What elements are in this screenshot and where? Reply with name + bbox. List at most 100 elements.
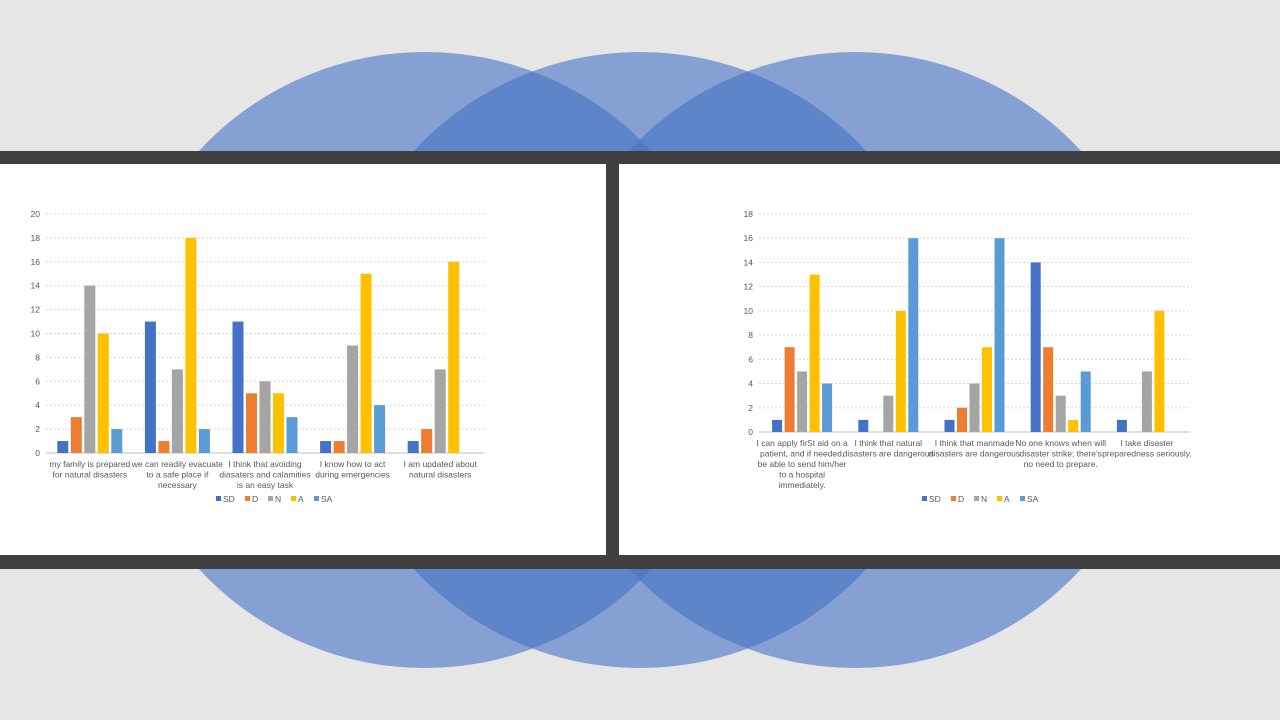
y-tick-label: 14 — [744, 257, 754, 267]
legend-swatch-d — [245, 496, 250, 501]
y-tick-label: 4 — [748, 379, 753, 389]
bar-chart-right: 0 2 4 6 8 10 12 14 16 18 I can apply firSt aid on … — [744, 209, 1192, 504]
y-tick-label: 18 — [744, 209, 754, 219]
legend-swatch-sd — [922, 496, 927, 501]
category-label-line: preparedness seriously. — [1102, 449, 1192, 459]
category-label-line: disasters are dangerous — [843, 449, 934, 459]
legend-label-d: D — [252, 494, 258, 504]
legend-swatch-sd — [216, 496, 221, 501]
legend-label-sa: SA — [1027, 494, 1039, 504]
bar-d-3 — [957, 407, 967, 432]
category-label-line: diasaters and calamities — [219, 470, 310, 480]
category-label-line: I think that natural — [855, 438, 923, 448]
category-label-line: necessary — [158, 480, 197, 490]
y-tick-label: 14 — [31, 281, 41, 291]
bar-sd-4 — [1030, 262, 1041, 432]
legend-label-n: N — [981, 494, 987, 504]
y-tick-label: 0 — [35, 448, 40, 458]
bar-sd-5 — [407, 441, 419, 453]
bar-n-5 — [434, 369, 446, 453]
bar-sa-3 — [286, 417, 298, 453]
category-label-line: be able to send him/her — [758, 459, 847, 469]
category-label: No one knows when will disaster strike; t… — [1015, 438, 1106, 469]
legend-label-sa: SA — [321, 494, 333, 504]
bar-a-3 — [273, 393, 284, 453]
category-label-line: to a hospital — [779, 470, 825, 480]
bar-n-5 — [1141, 371, 1152, 432]
legend-swatch-n — [268, 496, 273, 501]
legend-swatch-n — [974, 496, 979, 501]
bar-n-1 — [797, 371, 808, 432]
bar-n-3 — [969, 383, 980, 432]
legend-label-d: D — [958, 494, 964, 504]
bar-n-1 — [84, 285, 96, 453]
y-tick-label: 8 — [748, 330, 753, 340]
category-label-line: disasters are dangerous — [929, 449, 1020, 459]
bar-d-3 — [246, 393, 257, 453]
bar-sa-4 — [1080, 371, 1091, 432]
category-label-line: immediately. — [779, 480, 826, 490]
y-tick-label: 10 — [31, 329, 41, 339]
legend-label-n: N — [275, 494, 281, 504]
category-label-line: for natural disasters — [52, 470, 127, 480]
bar-sd-2 — [144, 321, 156, 453]
category-label: I can apply firSt aid on a patient, and i… — [756, 438, 847, 490]
legend-label-sd: SD — [929, 494, 941, 504]
category-label: I am updated about natural disasters — [404, 459, 478, 480]
y-tick-label: 6 — [35, 376, 40, 386]
legend-label-sd: SD — [223, 494, 235, 504]
category-label-line: patient, and if needed, — [760, 449, 844, 459]
bar-sa-1 — [822, 383, 833, 432]
category-label: we can readily evacuate to a safe place i… — [131, 459, 223, 490]
bar-d-1 — [784, 347, 795, 432]
category-label-line: my family is prepared — [49, 459, 130, 469]
bar-n-2 — [171, 369, 183, 453]
y-tick-label: 16 — [31, 257, 41, 267]
category-label-line: is an easy task — [237, 480, 294, 490]
bar-a-5 — [448, 261, 460, 453]
category-label-line: I know how to act — [320, 459, 386, 469]
y-tick-label: 6 — [748, 354, 753, 364]
bar-d-1 — [70, 417, 82, 453]
bar-sd-4 — [320, 441, 332, 453]
bar-d-5 — [421, 429, 433, 453]
category-label: I know how to act during emergencies — [315, 459, 390, 480]
y-tick-label: 2 — [748, 403, 753, 413]
legend-swatch-sa — [1020, 496, 1025, 501]
category-label-line: I can apply firSt aid on a — [756, 438, 847, 448]
category-label: I think that avoiding diasaters and calam… — [219, 459, 310, 490]
bar-n-4 — [1055, 395, 1066, 432]
bar-a-5 — [1154, 310, 1165, 432]
bar-d-4 — [333, 441, 345, 453]
y-tick-label: 2 — [35, 424, 40, 434]
bar-sd-5 — [1116, 419, 1127, 432]
chart-panel-left: 0 2 4 6 8 10 12 14 16 18 20 my family is prepared fo… — [0, 164, 606, 555]
category-label-line: I think that avoiding — [228, 459, 302, 469]
category-label-line: to a safe place if — [146, 470, 209, 480]
bar-sa-4 — [374, 405, 386, 453]
bar-sd-1 — [57, 441, 69, 453]
legend-swatch-sa — [314, 496, 319, 501]
category-label: I think that manmade disasters are danger… — [929, 438, 1020, 459]
category-label-line: no need to prepare. — [1024, 459, 1098, 469]
bar-a-1 — [97, 333, 109, 453]
y-tick-label: 12 — [31, 305, 41, 315]
legend-swatch-d — [951, 496, 956, 501]
bar-a-4 — [360, 273, 372, 453]
bar-n-2 — [883, 395, 894, 432]
y-tick-label: 8 — [35, 352, 40, 362]
category-label-line: I take disaster — [1120, 438, 1173, 448]
bar-n-3 — [259, 381, 271, 453]
category-label: I think that natural disasters are danger… — [843, 438, 934, 459]
y-tick-label: 16 — [744, 233, 754, 243]
y-tick-label: 4 — [35, 400, 40, 410]
category-label-line: disaster strike; there's — [1019, 449, 1101, 459]
bar-sd-3 — [232, 321, 244, 453]
bar-a-4 — [1068, 419, 1079, 432]
category-label: I take disaster preparedness seriously. — [1102, 438, 1192, 459]
bar-n-4 — [347, 345, 359, 453]
bar-sd-1 — [772, 419, 783, 432]
bar-sa-3 — [994, 238, 1005, 432]
bar-a-1 — [809, 274, 820, 432]
category-label-line: I am updated about — [404, 459, 478, 469]
